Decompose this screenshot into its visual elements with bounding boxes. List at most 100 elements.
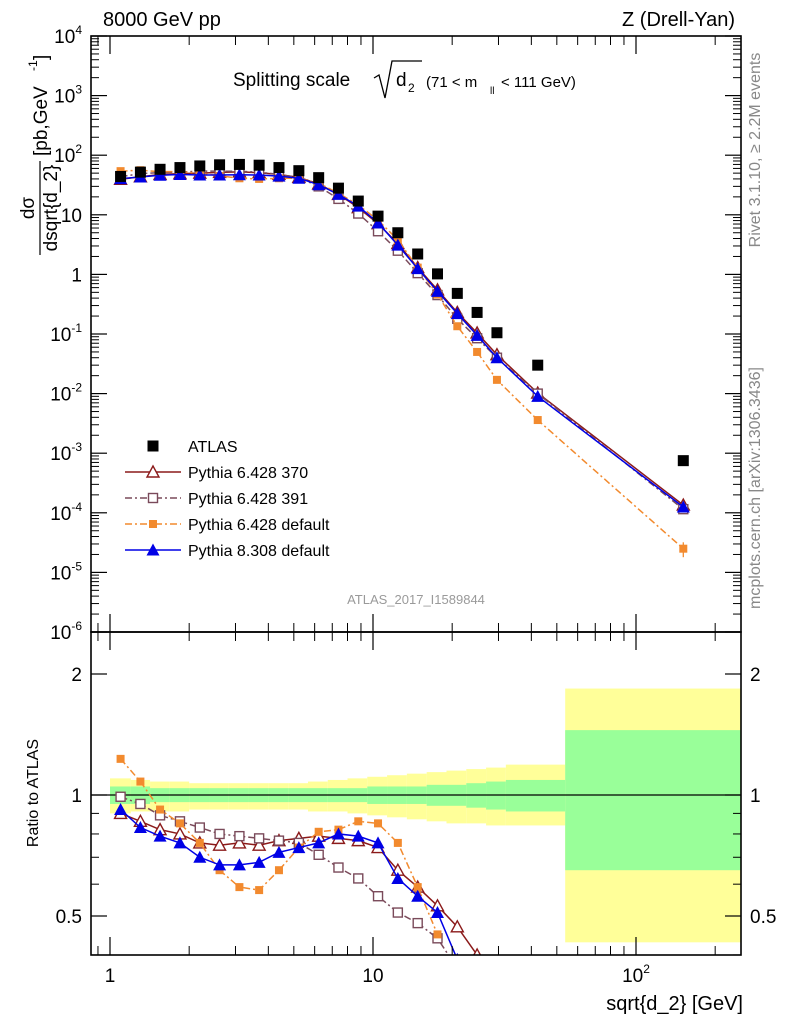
ratio-y-tick-label: 1: [71, 786, 82, 807]
ratio-point-pythia-6-428-391: [115, 791, 126, 802]
legend: ATLAS Pythia 6.428 370 Pythia 6.428 391 Pyt…: [125, 439, 330, 560]
ratio-point-pythia-6-428-default: [393, 838, 402, 847]
sqrt-sign: [373, 60, 422, 99]
main-line-pythia-6-428-391: [120, 170, 684, 510]
main-y-tick-label: 10-5: [50, 559, 82, 584]
main-point-atlas: [412, 248, 424, 260]
ratio-point-pythia-6-428-default: [374, 819, 383, 828]
header-left: 8000 GeV pp: [103, 9, 221, 31]
main-y-tick-label: 10: [61, 206, 82, 227]
main-point-pythia-6-428-default: [453, 322, 462, 331]
main-line-pythia-8-308-default: [120, 173, 684, 508]
ratio-point-pythia-8-308-default: [213, 858, 227, 871]
ratio-series-group: [113, 754, 503, 978]
ratio-point-pythia-8-308-default: [391, 871, 405, 884]
ratio-point-pythia-8-308-default: [232, 858, 246, 871]
legend-marker-pythia-6-428-default: [149, 520, 157, 528]
plot-title: Splitting scale d 2 (71 < m ll < 111 GeV…: [233, 60, 576, 99]
ratio-point-pythia-8-308-default: [133, 821, 147, 834]
main-y-tick-label: 10-3: [50, 440, 82, 465]
ratio-point-pythia-6-428-391: [353, 873, 364, 884]
ratio-line-pythia-6-428-391: [120, 796, 450, 955]
legend-marker-pythia-6-428-370: [145, 464, 161, 478]
main-y-tick-label: 10-1: [50, 321, 82, 346]
header-right: Z (Drell-Yan): [622, 9, 735, 31]
main-point-pythia-8-308-default: [232, 168, 246, 181]
main-y-tick-label: 1: [71, 265, 82, 286]
ratio-point-pythia-6-428-default: [136, 777, 145, 786]
main-y-axis-label: dσ dsqrt{d_2} [pb,GeV -1 ]: [18, 55, 62, 255]
ratio-point-pythia-8-308-default: [173, 836, 187, 849]
main-y-tick-label: 10-4: [50, 500, 82, 525]
main-point-atlas: [214, 159, 226, 171]
ratio-point-pythia-6-428-default: [413, 883, 422, 892]
sqrt-symbol: d: [396, 70, 407, 91]
ratio-point-pythia-6-428-391: [194, 822, 205, 833]
main-point-atlas: [332, 182, 344, 194]
rivet-label: Rivet 3.1.10, ≥ 2.2M events: [747, 53, 764, 248]
main-point-pythia-8-308-default: [193, 168, 207, 181]
main-point-atlas: [432, 268, 444, 280]
main-point-pythia-8-308-default: [331, 187, 345, 200]
legend-marker-pythia-6-428-391: [147, 492, 159, 504]
ratio-point-pythia-6-428-391: [214, 828, 225, 840]
legend-label-pythia-8-308-default: Pythia 8.308 default: [188, 543, 330, 560]
ratio-y-tick-label: 0.5: [56, 907, 82, 928]
ratio-point-pythia-8-308-default: [312, 836, 326, 849]
ratio-point-pythia-8-308-default: [431, 906, 445, 919]
main-point-atlas: [677, 455, 689, 467]
ratio-point-pythia-8-308-default: [272, 845, 286, 858]
ratio-point-pythia-6-428-391: [253, 833, 265, 844]
main-y-tick-label: 104: [54, 23, 82, 48]
main-y-tick-label: 102: [54, 142, 82, 167]
sqrt-subscript: 2: [408, 81, 415, 95]
ratio-point-pythia-6-428-370: [450, 919, 465, 933]
main-point-pythia-8-308-default: [391, 238, 405, 251]
main-point-pythia-8-308-default: [470, 328, 484, 341]
y-label-denominator: dsqrt{d_2}: [41, 165, 62, 252]
cut-subscript: ll: [490, 86, 494, 97]
ratio-point-pythia-8-308-default: [252, 855, 266, 868]
main-point-pythia-8-308-default: [173, 167, 187, 180]
main-point-atlas: [313, 172, 325, 184]
ratio-point-pythia-6-428-391: [273, 835, 285, 846]
ratio-point-pythia-6-428-391: [313, 849, 324, 860]
ratio-point-pythia-8-308-default: [371, 836, 385, 849]
ratio-point-pythia-6-428-370: [251, 837, 267, 851]
uncertainty-band-stat-bin: [505, 779, 566, 812]
y-label-numerator: dσ: [18, 197, 39, 220]
main-point-pythia-8-308-default: [411, 262, 425, 275]
ratio-uncertainty-bands: [110, 688, 741, 943]
main-point-atlas: [134, 166, 146, 178]
main-point-atlas: [273, 162, 285, 174]
ratio-plot-frame: [90, 631, 742, 956]
main-point-pythia-8-308-default: [676, 500, 690, 513]
ratio-point-pythia-6-428-391: [372, 891, 384, 902]
ratio-point-pythia-6-428-370: [212, 837, 227, 851]
main-point-atlas: [372, 210, 384, 222]
main-point-pythia-6-428-default: [679, 544, 688, 553]
ratio-point-pythia-6-428-391: [453, 964, 462, 973]
ratio-y-tick-label-right: 0.5: [750, 907, 776, 928]
ratio-point-pythia-6-428-default: [255, 886, 264, 895]
main-point-pythia-8-308-default: [450, 307, 464, 320]
x-axis-label: sqrt{d_2} [GeV]: [606, 993, 743, 1015]
main-point-atlas: [194, 160, 206, 172]
legend-label-atlas: ATLAS: [188, 439, 238, 456]
main-point-pythia-6-428-default: [533, 416, 542, 425]
ratio-y-tick-label-right: 1: [750, 786, 761, 807]
main-point-atlas: [471, 306, 483, 318]
ratio-point-pythia-6-428-default: [235, 883, 244, 892]
x-tick-label: 102: [622, 962, 650, 987]
main-series-group: [113, 158, 691, 558]
main-point-pythia-8-308-default: [252, 168, 266, 181]
ratio-point-pythia-6-428-370: [232, 835, 247, 849]
ratio-point-pythia-8-308-default: [153, 829, 167, 842]
ratio-point-pythia-6-428-370: [491, 967, 503, 978]
main-y-tick-label: 10-2: [50, 381, 82, 406]
main-point-atlas: [392, 227, 404, 239]
y-label-units-close: ]: [31, 55, 52, 60]
cut-text-end: < 111 GeV): [501, 74, 576, 91]
